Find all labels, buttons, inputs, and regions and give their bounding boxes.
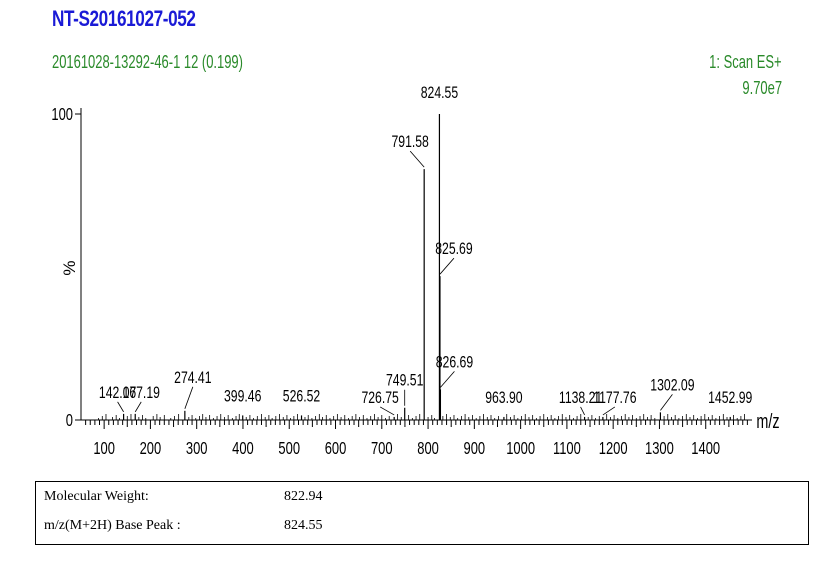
peak-label: 749.51 — [386, 372, 423, 390]
peak-label: 1138.21 — [559, 389, 602, 407]
info-value: 824.55 — [284, 518, 323, 533]
x-tick-label: 1300 — [645, 439, 674, 459]
scan-mode-label: 1: Scan ES+ — [709, 52, 782, 72]
mass-spectrum-chart: 1000%m/z 100 200 300 400 500 600 700 800 900 1000… — [51, 84, 779, 459]
compound-info-table: Molecular Weight: 822.94 m/z(M+2H) Base … — [35, 481, 809, 545]
peak-label: 963.90 — [485, 389, 522, 407]
x-tick-label: 100 — [93, 439, 115, 459]
x-tick-label: 300 — [186, 439, 208, 459]
peak-label: 399.46 — [224, 388, 261, 406]
x-tick-label: 1200 — [599, 439, 628, 459]
peak-leader-line — [409, 150, 425, 168]
x-tick-label: 400 — [232, 439, 254, 459]
x-tick-label: 900 — [464, 439, 486, 459]
x-tick-label: 600 — [325, 439, 347, 459]
peak-leader-line — [117, 401, 124, 413]
x-tick-label: 1400 — [691, 439, 720, 459]
info-label: Molecular Weight: — [44, 489, 149, 504]
peak-label: 726.75 — [361, 389, 398, 407]
peak-leader-line — [440, 371, 455, 388]
peak-label: 142.07 — [99, 384, 136, 402]
peak-label: 825.69 — [435, 240, 472, 258]
info-row-molecular-weight: Molecular Weight: 822.94 — [44, 489, 804, 509]
info-row-base-peak: m/z(M+2H) Base Peak : 824.55 — [44, 518, 804, 538]
x-tick-label: 500 — [278, 439, 300, 459]
x-tick-label: 1100 — [553, 439, 581, 459]
sample-subtitle: 20161028-13292-46-1 12 (0.199) — [52, 52, 243, 72]
peak-label: 526.52 — [283, 388, 320, 406]
info-value: 822.94 — [284, 489, 323, 504]
info-label: m/z(M+2H) Base Peak : — [44, 518, 181, 533]
x-tick-label: 700 — [371, 439, 393, 459]
peak-label: 1302.09 — [650, 377, 694, 395]
peak-label: 1452.99 — [708, 389, 752, 407]
peak-label: 826.69 — [436, 354, 473, 372]
scan-intensity-label: 9.70e7 — [742, 78, 782, 98]
peak-label: 791.58 — [391, 133, 428, 151]
peak-label: 1177.76 — [593, 389, 636, 407]
y-axis-label: % — [60, 260, 79, 275]
y-tick-label: 0 — [66, 411, 73, 431]
chart-peaks — [98, 114, 745, 420]
peak-leader-line — [580, 406, 585, 416]
peak-label: 824.55 — [421, 84, 458, 102]
spectrum-title: NT-S20161027-052 — [52, 6, 196, 31]
peak-label: 167.19 — [123, 384, 160, 402]
peak-leader-line — [184, 386, 194, 409]
x-tick-label: 1000 — [506, 439, 535, 459]
peak-label: 274.41 — [174, 369, 211, 387]
y-tick-label: 100 — [51, 105, 73, 125]
peak-leader-line — [379, 406, 395, 416]
x-axis-label: m/z — [756, 410, 779, 433]
peak-leader-line — [602, 406, 616, 416]
x-tick-label: 800 — [417, 439, 439, 459]
x-tick-label: 200 — [140, 439, 162, 459]
chart-ticks: 100 200 300 400 500 600 700 800 900 1000 1100 1200 1… — [85, 420, 748, 459]
peak-leader-line — [134, 401, 142, 413]
peak-leader-line — [660, 394, 673, 411]
peak-leader-line — [439, 257, 455, 275]
